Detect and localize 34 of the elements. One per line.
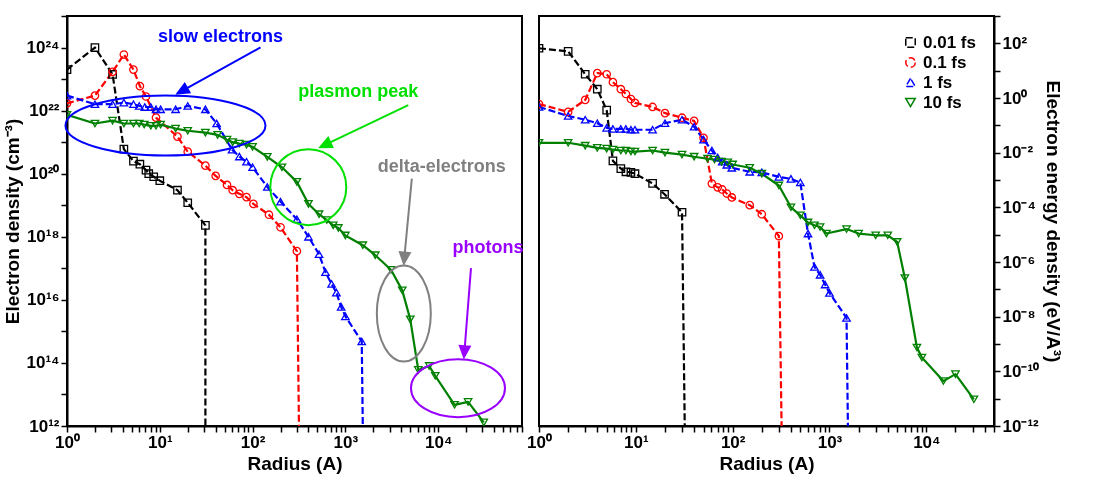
y-tick-label: 10⁻¹²	[1002, 416, 1040, 436]
legend-label: 0.01 fs	[923, 32, 976, 52]
x-axis-title: Radius (A)	[247, 452, 343, 474]
annotation: plasmon peak	[298, 81, 420, 102]
x-tick-label: 10⁴	[913, 432, 941, 452]
y-tick-label: 10²²	[29, 101, 60, 121]
annotation: slow electrons	[157, 26, 284, 47]
x-tick-label: 10¹	[148, 432, 173, 452]
y-tick-label: 10¹⁸	[26, 227, 60, 247]
y-tick-label: 10⁻⁸	[1002, 307, 1036, 327]
x-tick-label: 10²	[240, 432, 266, 452]
y-axis-title: Electron energy density (eV/A³)	[1043, 80, 1065, 363]
y-tick-label: 10⁰	[1002, 88, 1028, 108]
x-tick-label: 10¹	[624, 432, 649, 452]
y-tick-label: 10¹⁶	[27, 290, 60, 310]
y-axis-title: Electron density (cm⁻³)	[1, 118, 23, 325]
y-tick-label: 10²	[1002, 33, 1028, 53]
legend-label: 1 fs	[923, 72, 953, 92]
y-tick-label: 10⁻⁶	[1002, 252, 1036, 272]
x-tick-label: 10³	[817, 432, 843, 452]
x-tick-label: 10⁰	[527, 432, 552, 452]
annotation: delta-electrons	[377, 155, 506, 176]
x-tick-label: 10⁴	[425, 432, 453, 452]
x-tick-label: 10³	[333, 432, 359, 452]
legend-label: 10 fs	[923, 92, 962, 112]
y-tick-label: 10⁻¹⁰	[1002, 361, 1040, 381]
y-tick-label: 10⁻²	[1002, 143, 1034, 163]
y-tick-label: 10²⁴	[26, 38, 60, 58]
y-tick-label: 10²⁰	[28, 164, 60, 184]
x-axis-title: Radius (A)	[719, 452, 815, 474]
y-tick-label: 10¹⁴	[26, 353, 60, 373]
x-tick-label: 10²	[720, 432, 746, 452]
y-tick-label: 10⁻⁴	[1002, 197, 1036, 217]
legend-label: 0.1 fs	[923, 52, 967, 72]
